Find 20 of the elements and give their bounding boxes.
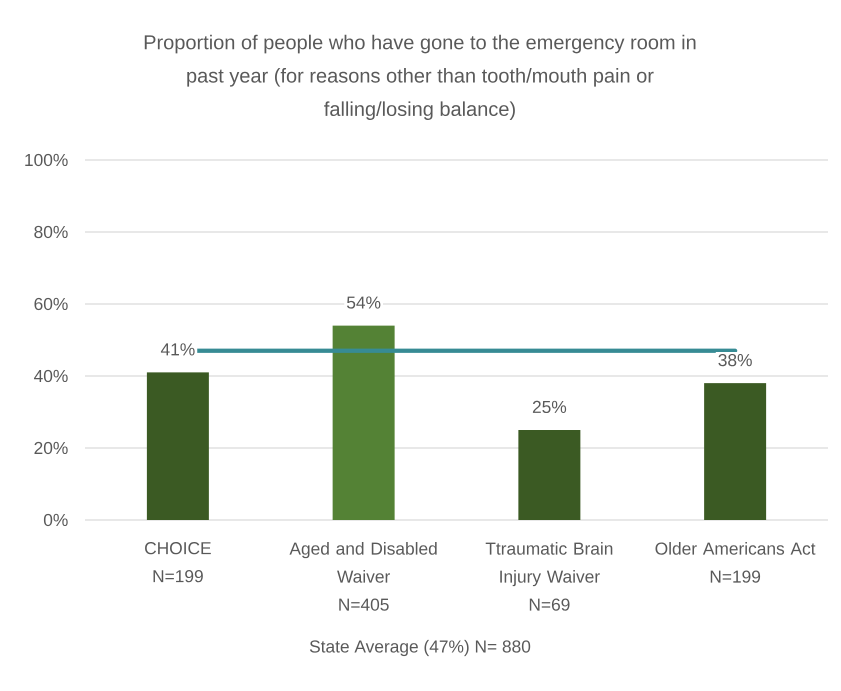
x-tick-label: CHOICE N=199 [145, 542, 211, 582]
data-label: 38% [718, 354, 752, 366]
data-label: 25% [532, 400, 566, 414]
y-tick-label: 0% [44, 514, 68, 526]
bar [332, 326, 395, 520]
y-tick-label: 80% [34, 226, 68, 238]
y-tick-label: 60% [34, 298, 68, 310]
chart-title: Proportion of people who have gone to the emergency room in past year (for reasons other than tooth/mouth pain or falling/losing balance) [144, 34, 696, 120]
x-tick-label: Older Americans Act N=199 [656, 542, 816, 583]
text: State Average (47%) N= 880 [310, 640, 530, 656]
x-tick-label: Aged and Disabled Waiver N=405 [289, 542, 437, 611]
bar [518, 430, 580, 520]
y-tick-label: 20% [34, 442, 68, 454]
y-tick-label: 40% [34, 370, 68, 382]
bar [704, 383, 766, 520]
data-label: 54% [346, 296, 380, 309]
data-label: 41% [160, 343, 195, 356]
y-tick-label: 100% [25, 154, 68, 166]
bar [146, 372, 209, 520]
x-tick-label: Ttraumatic Brain Injury Waiver N=69 [486, 542, 612, 611]
